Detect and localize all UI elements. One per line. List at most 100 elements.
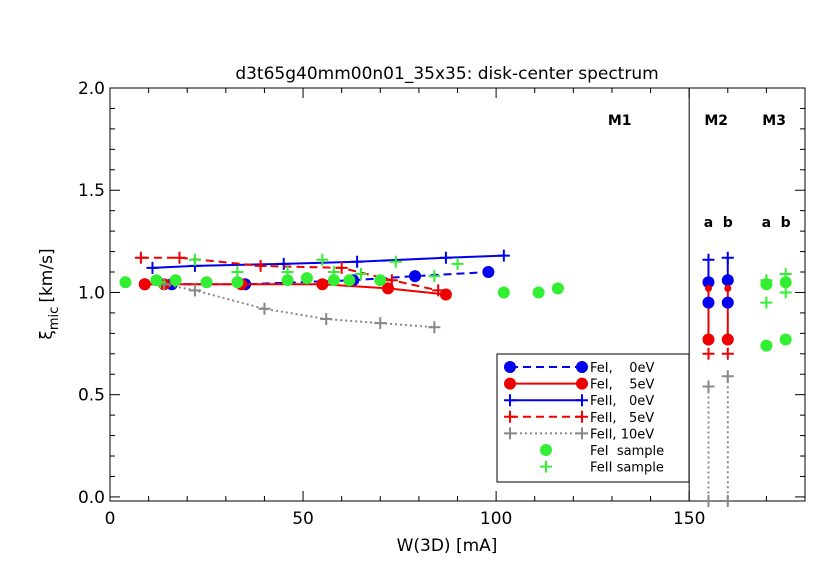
sub-label: a — [704, 215, 713, 231]
m3-point — [779, 333, 792, 346]
data-point — [335, 261, 348, 274]
m3-point — [779, 268, 792, 281]
data-point — [482, 266, 495, 279]
data-point — [409, 270, 422, 283]
y-axis-symbol: ξ — [37, 330, 57, 339]
series-5 — [119, 272, 564, 299]
data-point — [254, 259, 267, 272]
y-tick-label: 1.0 — [78, 283, 105, 303]
data-point — [277, 257, 290, 270]
region-label: M2 — [704, 113, 728, 129]
legend-label: FeI, 5eV — [590, 378, 655, 393]
m2-fe1-0ev-top — [721, 274, 734, 287]
m2-10ev-bottom — [702, 495, 715, 507]
sub-label: b — [781, 215, 791, 231]
legend-marker — [540, 444, 552, 456]
m3-point — [779, 276, 792, 289]
data-point — [497, 249, 510, 262]
m2-fe2-5ev-point — [702, 347, 715, 360]
legend-marker — [576, 361, 588, 373]
legend-box — [496, 353, 690, 483]
legend-label: FeII sample — [590, 461, 664, 476]
legend-marker — [540, 460, 552, 473]
data-point — [343, 274, 356, 287]
series-6 — [154, 253, 464, 289]
data-point — [432, 284, 445, 297]
data-point — [320, 313, 333, 326]
data-point — [200, 276, 213, 289]
axis-ticks: 0 50 100 150 0.0 0.5 1.0 1.5 2.0 — [78, 79, 805, 529]
data-point — [169, 274, 182, 287]
y-axis-label: ξmic [km/s] — [37, 248, 62, 339]
y-tick-label: 2.0 — [78, 79, 105, 99]
x-axis-label: W(3D) [mA] — [397, 536, 498, 556]
data-point — [188, 284, 201, 297]
m2-column-b — [721, 251, 734, 507]
y-tick-label: 0.5 — [78, 386, 105, 406]
data-point — [374, 274, 387, 287]
data-point — [389, 255, 402, 268]
m2-fe1-5ev-bottom — [702, 333, 715, 346]
data-point — [316, 253, 329, 266]
m2-column-a — [702, 253, 715, 507]
m2-10ev-top — [702, 380, 715, 393]
series-3 — [134, 251, 445, 297]
data-point — [119, 276, 132, 289]
legend-item: FeII, 10eV — [504, 427, 654, 442]
y-axis-subscript: mic — [47, 307, 62, 330]
legend-item: FeI, 5eV — [504, 377, 655, 393]
m3-point — [779, 286, 792, 299]
data-point — [374, 317, 387, 330]
region-labels: M1 M2 M3a b a b — [608, 113, 791, 231]
m2-fe1-5ev-bottom — [721, 333, 734, 346]
data-point — [385, 274, 398, 287]
series-line — [140, 256, 439, 292]
series-line — [163, 283, 435, 329]
x-tick-label: 150 — [673, 509, 705, 529]
data-point — [138, 278, 151, 291]
y-tick-label: 1.5 — [78, 181, 105, 201]
m3-point — [760, 274, 773, 287]
data-point — [188, 253, 201, 266]
data-point — [327, 266, 340, 279]
m2-fe2-5ev-point — [721, 347, 734, 360]
data-point — [281, 274, 294, 287]
data-point — [134, 251, 147, 264]
legend-marker — [576, 377, 588, 390]
series-0 — [138, 266, 495, 291]
m2-fe2-0ev-top — [721, 251, 734, 264]
m3-point — [760, 339, 773, 352]
y-tick-label: 0.0 — [78, 488, 105, 508]
m3-point — [760, 296, 773, 309]
m2-10ev-bottom — [721, 495, 734, 507]
data-point — [154, 276, 167, 289]
data-point — [497, 286, 510, 299]
legend-marker — [576, 394, 588, 407]
data-point — [281, 266, 294, 279]
data-point — [428, 321, 441, 334]
data-point — [231, 276, 244, 289]
data-point — [146, 261, 159, 274]
m2-fe1-0ev-point — [721, 296, 734, 309]
data-point — [532, 286, 545, 299]
m2-fe1-0ev-top — [702, 276, 715, 289]
legend-label: FeII, 0eV — [590, 394, 654, 409]
legend-marker — [504, 377, 516, 390]
m2-fe2-0ev-top — [702, 253, 715, 266]
region-label: M1 — [608, 113, 632, 129]
legend-item: FeI, 0eV — [504, 361, 655, 376]
legend-item: FeII, 0eV — [504, 394, 654, 409]
m2-10ev-top — [721, 370, 734, 383]
data-point — [439, 251, 452, 264]
data-point — [551, 282, 564, 295]
legend-marker — [504, 427, 516, 440]
data-point — [351, 255, 364, 268]
x-tick-label: 0 — [105, 509, 116, 529]
series-2 — [146, 249, 510, 274]
legend-item: FeI sample — [540, 444, 664, 459]
legend-item: FeII sample — [540, 460, 664, 476]
legend-marker — [504, 361, 516, 373]
